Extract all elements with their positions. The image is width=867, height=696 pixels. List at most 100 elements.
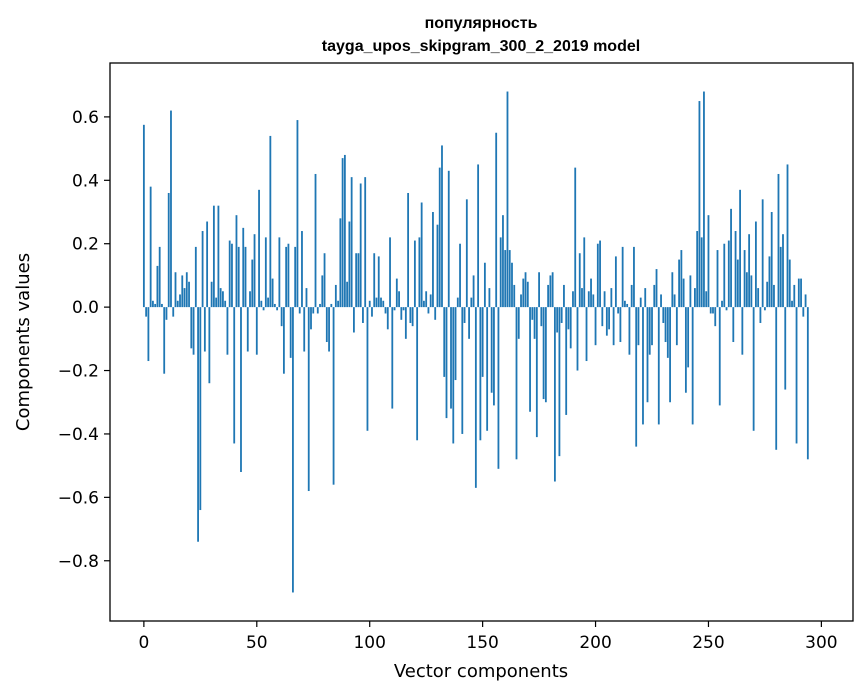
bar-80 bbox=[323, 253, 326, 308]
bar-156 bbox=[495, 132, 498, 308]
y-tick-label: −0.6 bbox=[58, 488, 99, 508]
bar-160 bbox=[504, 250, 507, 308]
bar-241 bbox=[687, 307, 690, 368]
bar-166 bbox=[517, 307, 520, 339]
bar-62 bbox=[282, 307, 285, 374]
bar-181 bbox=[551, 272, 554, 308]
bar-195 bbox=[583, 237, 586, 308]
bar-8 bbox=[161, 303, 163, 308]
bar-204 bbox=[603, 291, 606, 308]
x-tick-label: 150 bbox=[466, 633, 498, 653]
bar-168 bbox=[522, 278, 525, 308]
bar-2 bbox=[147, 307, 150, 362]
bar-174 bbox=[535, 307, 538, 438]
bar-254 bbox=[716, 250, 719, 308]
bar-217 bbox=[633, 246, 635, 308]
bar-79 bbox=[321, 275, 324, 308]
bar-179 bbox=[547, 284, 550, 308]
bar-224 bbox=[648, 307, 651, 355]
bar-188 bbox=[567, 307, 570, 330]
bar-251 bbox=[709, 307, 712, 314]
bar-51 bbox=[258, 189, 260, 308]
bar-289 bbox=[795, 307, 798, 444]
bar-84 bbox=[332, 307, 335, 485]
y-tick-label: 0.2 bbox=[72, 235, 99, 255]
bar-158 bbox=[499, 237, 502, 308]
bar-35 bbox=[222, 291, 224, 308]
bar-247 bbox=[700, 237, 703, 308]
bar-253 bbox=[714, 307, 717, 327]
bar-237 bbox=[678, 259, 681, 308]
bar-246 bbox=[698, 101, 701, 308]
bar-255 bbox=[718, 307, 721, 406]
y-tick-label: 0.6 bbox=[72, 108, 99, 128]
bar-147 bbox=[474, 307, 477, 488]
bar-109 bbox=[389, 237, 391, 308]
bar-28 bbox=[206, 221, 209, 308]
bar-0 bbox=[142, 124, 145, 308]
bar-229 bbox=[660, 294, 662, 308]
bar-33 bbox=[217, 205, 220, 308]
bar-60 bbox=[278, 237, 281, 308]
bar-182 bbox=[553, 307, 556, 482]
x-axis-ticks: 0 50 100 150 200 250 300 bbox=[138, 621, 838, 653]
x-tick-label: 200 bbox=[579, 633, 611, 653]
bar-180 bbox=[549, 275, 552, 308]
bar-178 bbox=[544, 307, 547, 403]
bar-197 bbox=[587, 291, 590, 308]
bar-278 bbox=[770, 212, 773, 308]
bar-88 bbox=[341, 158, 344, 308]
bar-102 bbox=[373, 253, 376, 308]
bar-26 bbox=[201, 231, 204, 308]
bar-129 bbox=[434, 307, 437, 320]
bar-213 bbox=[624, 300, 626, 308]
bar-193 bbox=[578, 253, 581, 308]
bar-76 bbox=[314, 173, 317, 308]
bar-234 bbox=[671, 272, 674, 308]
bar-202 bbox=[599, 240, 601, 308]
bar-63 bbox=[285, 246, 288, 308]
bar-146 bbox=[472, 275, 475, 308]
bar-261 bbox=[732, 307, 735, 343]
bar-165 bbox=[515, 307, 518, 460]
bar-41 bbox=[235, 215, 238, 308]
bar-81 bbox=[325, 307, 328, 343]
bar-39 bbox=[231, 243, 233, 308]
bar-45 bbox=[244, 246, 247, 308]
bar-42 bbox=[237, 246, 240, 308]
x-axis-label: Vector components bbox=[394, 661, 568, 682]
bar-61 bbox=[280, 307, 283, 327]
bar-264 bbox=[739, 189, 741, 308]
y-axis-ticks: −0.8 −0.6 −0.4 −0.2 0.0 0.2 0.4 0.6 bbox=[58, 108, 110, 572]
bar-7 bbox=[158, 246, 161, 308]
bar-38 bbox=[228, 240, 231, 308]
bar-85 bbox=[334, 284, 337, 308]
bar-230 bbox=[662, 307, 665, 323]
bar-34 bbox=[219, 288, 222, 308]
bar-44 bbox=[242, 227, 245, 308]
bar-239 bbox=[682, 278, 685, 308]
bar-220 bbox=[639, 297, 642, 308]
bar-169 bbox=[524, 272, 527, 308]
bar-18 bbox=[183, 288, 186, 308]
bar-208 bbox=[612, 307, 615, 346]
bar-48 bbox=[251, 259, 254, 308]
bar-14 bbox=[174, 272, 177, 308]
bar-127 bbox=[429, 294, 432, 308]
bar-12 bbox=[170, 110, 172, 308]
bar-157 bbox=[497, 307, 500, 469]
bar-141 bbox=[461, 307, 464, 434]
bar-258 bbox=[725, 307, 728, 311]
y-tick-label: −0.2 bbox=[58, 362, 99, 382]
bar-226 bbox=[653, 284, 656, 308]
bar-227 bbox=[655, 269, 658, 308]
bar-56 bbox=[269, 135, 272, 308]
y-tick-label: −0.4 bbox=[58, 425, 99, 445]
bar-31 bbox=[212, 205, 215, 308]
bar-111 bbox=[393, 307, 396, 311]
bar-211 bbox=[619, 307, 622, 343]
bar-119 bbox=[411, 307, 414, 327]
bar-96 bbox=[359, 183, 362, 308]
bar-120 bbox=[413, 240, 416, 308]
bar-214 bbox=[626, 303, 629, 308]
